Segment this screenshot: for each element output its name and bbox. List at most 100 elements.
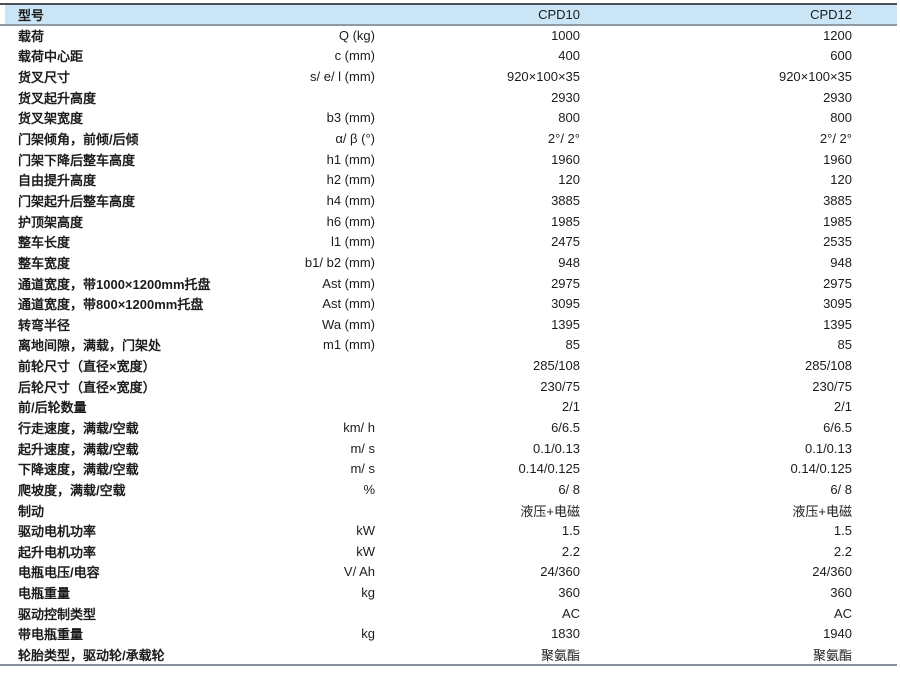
row-value-cpd10: 液压+电磁 xyxy=(520,503,580,519)
row-value-cpd12: 360 xyxy=(830,585,852,601)
row-label: 带电瓶重量 xyxy=(18,627,84,643)
table-row: 前/后轮数量 2/1 2/1 xyxy=(0,397,897,418)
row-unit xyxy=(260,644,375,665)
row-value-cpd10: 0.1/0.13 xyxy=(533,440,580,456)
row-unit: α/ β (°) xyxy=(335,131,375,147)
row-value-cpd10: AC xyxy=(561,605,580,621)
spec-table-header: 型号 CPD10 CPD12 xyxy=(0,4,897,25)
table-row: 货叉起升高度 2930 2930 xyxy=(0,87,897,108)
table-row: 驱动控制类型 AC AC xyxy=(0,603,897,624)
row-unit: m/ s xyxy=(350,461,375,477)
table-row: 整车长度 l1 (mm) 2475 2535 xyxy=(0,231,897,252)
row-label: 门架下降后整车高度 xyxy=(18,152,136,168)
row-value-cpd12: 2535 xyxy=(823,234,852,250)
row-label: 离地间隙，满载，门架处 xyxy=(18,338,162,354)
spec-table: 型号 CPD10 CPD12 载荷 Q (kg) 1000 1200 载荷中心距 c (m… xyxy=(0,3,897,666)
row-unit xyxy=(260,376,375,397)
row-value-cpd10: 2/1 xyxy=(561,399,580,415)
row-label: 制动 xyxy=(18,503,45,519)
table-row: 下降速度，满载/空载 m/ s 0.14/0.125 0.14/0.125 xyxy=(0,458,897,479)
row-label: 爬坡度，满载/空载 xyxy=(18,482,126,498)
row-label: 整车宽度 xyxy=(18,255,71,271)
row-value-cpd12: 24/360 xyxy=(812,564,852,580)
row-value-cpd12: 285/108 xyxy=(805,358,852,374)
table-row: 驱动电机功率 kW 1.5 1.5 xyxy=(0,520,897,541)
row-value-cpd10: 1985 xyxy=(551,213,580,229)
row-value-cpd10: 2°/ 2° xyxy=(547,131,580,147)
row-unit: Q (kg) xyxy=(338,28,375,44)
row-value-cpd12: 230/75 xyxy=(812,378,852,394)
table-row: 载荷中心距 c (mm) 400 600 xyxy=(0,46,897,67)
row-value-cpd12: 2.2 xyxy=(833,543,852,559)
row-value-cpd12: 3095 xyxy=(823,296,852,312)
row-value-cpd12: 2975 xyxy=(823,275,852,291)
row-value-cpd10: 1000 xyxy=(551,28,580,44)
table-row: 起升电机功率 kW 2.2 2.2 xyxy=(0,541,897,562)
row-value-cpd12: 600 xyxy=(830,48,852,64)
row-value-cpd12: 1940 xyxy=(823,626,852,642)
row-label: 通道宽度，带1000×1200mm托盘 xyxy=(18,276,211,292)
row-value-cpd12: 2°/ 2° xyxy=(819,131,852,147)
row-value-cpd12: 120 xyxy=(830,172,852,188)
row-label: 转弯半径 xyxy=(18,317,71,333)
row-value-cpd12: 85 xyxy=(837,337,852,353)
table-row: 转弯半径 Wa (mm) 1395 1395 xyxy=(0,314,897,335)
row-value-cpd12: 1985 xyxy=(823,213,852,229)
table-row: 后轮尺寸（直径×宽度） 230/75 230/75 xyxy=(0,376,897,397)
table-row: 轮胎类型，驱动轮/承载轮 聚氨酯 聚氨酯 xyxy=(0,644,897,665)
table-row: 门架下降后整车高度 h1 (mm) 1960 1960 xyxy=(0,149,897,170)
row-value-cpd12: 0.1/0.13 xyxy=(805,440,852,456)
row-unit: h6 (mm) xyxy=(326,213,375,229)
table-row: 电瓶电压/电容 V/ Ah 24/360 24/360 xyxy=(0,562,897,583)
row-value-cpd10: 120 xyxy=(558,172,580,188)
row-unit: h2 (mm) xyxy=(326,172,375,188)
row-value-cpd10: 1395 xyxy=(551,316,580,332)
row-value-cpd12: 1395 xyxy=(823,316,852,332)
table-row: 货叉尺寸 s/ e/ l (mm) 920×100×35 920×100×35 xyxy=(0,66,897,87)
row-value-cpd12: 0.14/0.125 xyxy=(790,461,852,477)
row-label: 驱动电机功率 xyxy=(18,524,97,540)
row-value-cpd10: 3095 xyxy=(551,296,580,312)
row-unit xyxy=(260,355,375,376)
table-row: 自由提升高度 h2 (mm) 120 120 xyxy=(0,169,897,190)
row-label: 后轮尺寸（直径×宽度） xyxy=(18,379,156,395)
table-row: 载荷 Q (kg) 1000 1200 xyxy=(0,25,897,46)
table-row: 通道宽度，带1000×1200mm托盘 Ast (mm) 2975 2975 xyxy=(0,273,897,294)
table-row: 行走速度，满载/空载 km/ h 6/6.5 6/6.5 xyxy=(0,417,897,438)
table-row: 带电瓶重量 kg 1830 1940 xyxy=(0,624,897,645)
row-value-cpd12: 920×100×35 xyxy=(778,69,852,85)
row-value-cpd10: 2475 xyxy=(551,234,580,250)
row-value-cpd10: 2.2 xyxy=(561,543,580,559)
row-unit: l1 (mm) xyxy=(330,234,375,250)
row-value-cpd12: 1.5 xyxy=(833,523,852,539)
table-row: 通道宽度，带800×1200mm托盘 Ast (mm) 3095 3095 xyxy=(0,293,897,314)
row-value-cpd12: 2/1 xyxy=(833,399,852,415)
table-row: 爬坡度，满载/空载% 6/ 8 6/ 8 xyxy=(0,479,897,500)
row-unit: kW xyxy=(356,523,375,539)
row-value-cpd12: 6/ 8 xyxy=(830,481,852,497)
row-label: 电瓶电压/电容 xyxy=(18,565,100,581)
row-unit xyxy=(260,603,375,624)
row-unit: b3 (mm) xyxy=(326,110,375,126)
row-value-cpd10: 24/360 xyxy=(540,564,580,580)
row-value-cpd12: 聚氨酯 xyxy=(812,647,852,663)
row-label: 轮胎类型，驱动轮/承载轮 xyxy=(18,647,165,663)
row-label: 门架倾角，前倾/后倾 xyxy=(18,132,139,148)
row-label: 载荷 xyxy=(18,29,45,45)
row-label: 货叉起升高度 xyxy=(18,90,97,106)
row-value-cpd10: 1960 xyxy=(551,151,580,167)
row-unit: kg xyxy=(361,626,375,642)
row-value-cpd12: 800 xyxy=(830,110,852,126)
row-label: 货叉架宽度 xyxy=(18,111,84,127)
row-value-cpd10: 聚氨酯 xyxy=(540,647,580,663)
table-row: 门架倾角，前倾/后倾 α/ β (°) 2°/ 2° 2°/ 2° xyxy=(0,128,897,149)
table-row: 货叉架宽度 b3 (mm) 800 800 xyxy=(0,108,897,129)
row-value-cpd10: 6/6.5 xyxy=(551,419,580,435)
row-label: 载荷中心距 xyxy=(18,49,84,65)
table-row: 门架起升后整车高度 h4 (mm) 3885 3885 xyxy=(0,190,897,211)
row-value-cpd10: 230/75 xyxy=(540,378,580,394)
row-value-cpd12: 1200 xyxy=(823,28,852,44)
row-value-cpd12: 1960 xyxy=(823,151,852,167)
row-label: 行走速度，满载/空载 xyxy=(18,420,139,436)
row-unit: Ast (mm) xyxy=(322,296,375,312)
